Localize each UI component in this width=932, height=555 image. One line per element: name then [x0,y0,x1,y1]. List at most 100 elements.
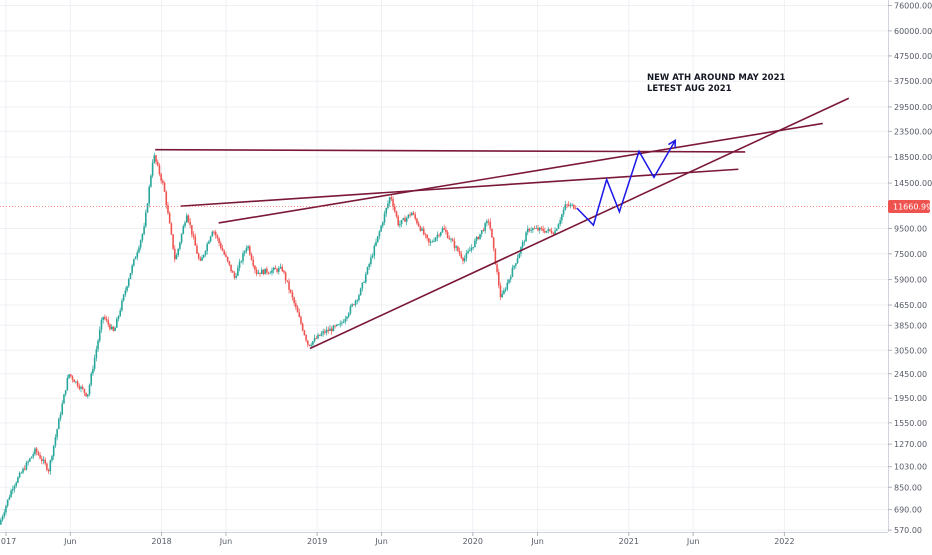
candle-body [40,458,43,461]
candle-body [59,414,62,419]
candle-body [208,241,210,244]
candle-body [30,456,33,459]
candle-body [363,282,365,284]
candle-body [146,203,149,213]
candle-body [567,204,570,206]
price-tick-label: 76000.00 [894,1,932,10]
candle-body [179,242,181,249]
candle-body [293,297,295,304]
candle-body [177,248,179,256]
candle-body [201,257,203,261]
candle-body [555,228,558,231]
candle-body [187,215,190,222]
candle-body [513,265,515,268]
candle-body [393,206,396,212]
candle-body [561,214,563,221]
candle-body [20,472,23,474]
candle-body [39,454,41,459]
candle-body [52,445,55,457]
candle-body [312,341,314,345]
candle-body [305,335,307,341]
candle-body [173,248,176,260]
candle-body [491,228,493,238]
price-tick-label: 1950.00 [894,394,927,403]
candle-body [231,271,234,273]
candle-body [387,203,389,209]
candle-body [252,259,255,266]
candle-body [382,222,384,226]
candle-body [383,213,386,223]
candle-body [37,452,40,455]
trendline-resistance-upper [218,122,823,224]
candle-body [199,258,202,261]
candle-body [300,316,302,324]
price-tick-label: 4650.00 [894,301,927,310]
candle-body [525,232,527,242]
candle-body [402,218,405,221]
price-axis[interactable]: 76000.00 60000.00 47500.00 37500.00 29500.00… [888,1,932,535]
candle-body [334,325,336,327]
candle-body [141,233,144,241]
candle-body [301,323,304,331]
candle-body [289,289,292,293]
candle-body [107,320,110,325]
candle-body [98,329,101,341]
candle-body [358,295,360,300]
candle-body [56,429,58,438]
candle-body [71,376,74,380]
candle-body [32,454,35,457]
candle-body [330,328,333,332]
annotations: NEW ATH AROUND MAY 2021 LETEST AUG 2021 [647,73,786,94]
candle-body [126,286,128,291]
candle-body [359,288,362,296]
candle-body [262,269,265,275]
candle-body [242,253,244,262]
candle-body [63,394,65,404]
candle-body [247,246,249,249]
candle-body [562,209,565,215]
candle-body [85,392,87,397]
candle-body [162,180,164,183]
candle-body [339,323,341,325]
candle-body [366,267,369,275]
candle-body [574,208,577,210]
candle-body [35,448,38,453]
time-tick-label: 2021 [619,537,639,546]
candle-body [46,463,48,470]
candle-body [131,265,133,274]
candle-body [66,378,69,391]
candle-body [218,238,220,244]
candle-body [276,269,278,272]
candle-body [317,334,319,339]
candle-body [390,197,393,200]
candle-body [518,253,521,259]
candle-body [356,299,359,301]
candle-body [80,386,82,389]
candle-body [134,257,137,260]
price-tick-label: 7500.00 [894,250,927,259]
time-tick-label: 2018 [151,537,171,546]
time-axis[interactable]: 2017 Jun 2018 Jun 2019 Jun 2020 Jun 2021 Jun 2022 [0,532,795,546]
candle-body [443,228,446,230]
candle-body [373,245,376,256]
current-price-label: 11660.99 [893,202,931,211]
candle-body [322,331,324,334]
candle-body [291,292,294,298]
candle-body [298,312,301,317]
candle-body [189,221,191,226]
trendline-support-diagonal [309,97,850,350]
price-tick-label: 60000.00 [894,27,932,36]
candle-body [102,316,104,320]
candle-body [15,482,17,486]
candle-body [303,330,306,336]
candle-body [250,254,253,260]
time-tick-label: Jun [530,537,544,546]
candle-body [392,199,394,207]
annotation-ath: NEW ATH AROUND MAY 2021 [647,73,786,83]
candle-body [180,233,183,243]
candle-body [308,344,311,346]
candle-body [185,215,188,223]
candle-body [124,290,127,295]
